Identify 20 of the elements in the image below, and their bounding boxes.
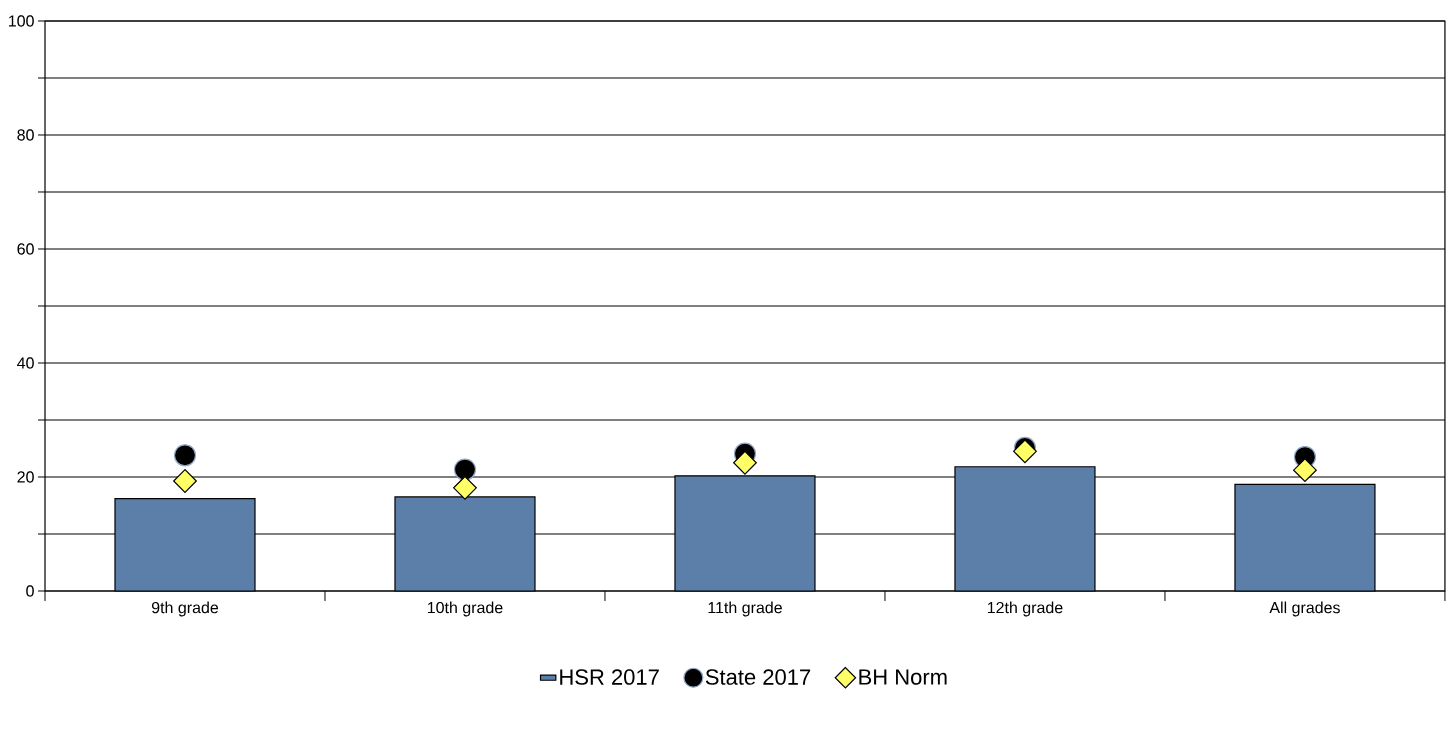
- y-tick-label: 20: [17, 471, 34, 483]
- point: [173, 469, 197, 493]
- x-tick-label: 11th grade: [708, 601, 782, 617]
- x-tick-label: All grades: [1269, 601, 1340, 617]
- legend-label: BH Norm: [859, 669, 947, 685]
- point: [453, 458, 477, 481]
- point: [1293, 458, 1317, 483]
- y-tick-label: 60: [17, 243, 34, 255]
- x-tick-label: 12th grade: [987, 601, 1063, 617]
- y-tick-label: 40: [17, 357, 34, 369]
- x-tick-label: 10th grade: [427, 601, 503, 617]
- y-tick-label: 100: [9, 15, 34, 27]
- legend-label: HSR 2017: [560, 669, 659, 685]
- point: [733, 450, 757, 475]
- y-tick-label: 80: [17, 129, 34, 141]
- point: [453, 475, 477, 500]
- y-tick-label: 0: [26, 585, 34, 597]
- point: [173, 444, 197, 467]
- legend-label: State 2017: [705, 669, 811, 685]
- x-tick-label: 9th grade: [151, 601, 219, 617]
